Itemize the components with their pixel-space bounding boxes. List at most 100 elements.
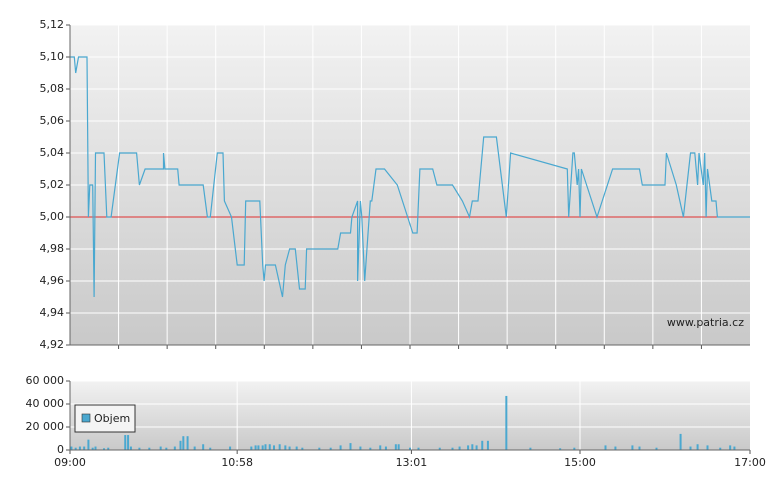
volume-bar (438, 447, 441, 450)
volume-bar (202, 444, 205, 450)
volume-bar (261, 445, 264, 450)
y-tick-label: 4,94 (40, 306, 65, 319)
volume-bar (250, 446, 253, 450)
volume-bar (127, 435, 130, 450)
volume-bar (417, 447, 420, 450)
volume-bar (268, 444, 271, 450)
volume-bar (505, 395, 508, 450)
volume-bar (129, 446, 132, 450)
volume-bar (573, 447, 576, 450)
volume-bar (631, 445, 634, 450)
x-tick-label: 09:00 (54, 456, 86, 469)
volume-bar (254, 445, 257, 450)
volume-bar (481, 440, 484, 450)
volume-bar (179, 440, 182, 450)
volume-bar (349, 443, 352, 450)
y-tick-label: 4,92 (40, 338, 65, 351)
volume-bar (284, 445, 287, 450)
volume-bar (78, 446, 81, 450)
volume-bar (209, 447, 212, 450)
volume-bar (159, 446, 162, 450)
y-tick-label: 5,00 (40, 210, 65, 223)
volume-bar (91, 447, 94, 450)
y-tick-label: 5,10 (40, 50, 65, 63)
volume-bar (107, 447, 110, 450)
x-tick-label: 15:00 (564, 456, 596, 469)
volume-bar (83, 446, 86, 450)
volume-bar (288, 446, 291, 450)
x-tick-label: 17:00 (734, 456, 766, 469)
y-tick-label: 20 000 (26, 420, 65, 433)
volume-bar (278, 444, 281, 450)
volume-bar (273, 445, 275, 450)
volume-bar (369, 447, 372, 450)
volume-bar (614, 446, 617, 450)
volume-bar (70, 446, 73, 450)
y-tick-label: 60 000 (26, 374, 65, 387)
volume-bar (475, 445, 478, 450)
y-tick-label: 5,02 (40, 178, 65, 191)
y-tick-label: 5,08 (40, 82, 65, 95)
y-tick-label: 0 (57, 443, 64, 456)
volume-bar (165, 447, 168, 450)
volume-bar (471, 444, 474, 450)
volume-bar (124, 435, 127, 450)
plot-background (70, 381, 750, 450)
volume-bar (329, 447, 332, 450)
volume-bar (451, 447, 454, 450)
volume-bar (733, 446, 736, 450)
volume-bar (529, 447, 532, 450)
volume-bar (264, 444, 267, 450)
y-tick-label: 5,04 (40, 146, 65, 159)
y-tick-label: 4,96 (40, 274, 65, 287)
volume-bar (173, 446, 176, 450)
x-tick-label: 13:01 (396, 456, 428, 469)
volume-bar (138, 447, 141, 450)
watermark: www.patria.cz (667, 316, 744, 329)
volume-bar (384, 446, 387, 450)
volume-bar (604, 445, 607, 450)
volume-bar (559, 448, 562, 450)
volume-bar (719, 447, 722, 450)
volume-bar (679, 433, 682, 450)
volume-bar (186, 436, 189, 450)
volume-bar (696, 444, 699, 450)
volume-bar (486, 440, 489, 450)
volume-bar (397, 444, 400, 450)
volume-bar (394, 444, 397, 450)
volume-bar (148, 447, 151, 450)
volume-bar (182, 436, 185, 450)
legend-swatch (81, 413, 91, 423)
volume-bar (689, 446, 692, 450)
volume-bar (74, 447, 77, 450)
volume-bar (359, 446, 362, 450)
volume-bar (655, 447, 658, 450)
y-tick-label: 40 000 (26, 397, 65, 410)
volume-bar (318, 447, 321, 450)
axis (69, 25, 750, 346)
y-tick-label: 4,98 (40, 242, 65, 255)
legend-label: Objem (94, 412, 130, 425)
x-tick-label: 10:58 (221, 456, 253, 469)
volume-bar (87, 439, 90, 450)
y-tick-label: 5,06 (40, 114, 65, 127)
volume-bar (706, 445, 709, 450)
volume-bar (729, 445, 732, 450)
volume-bar (193, 446, 196, 450)
volume-bar (301, 447, 304, 450)
volume-bar (339, 445, 342, 450)
volume-bar (295, 446, 298, 450)
price-line (70, 56, 750, 298)
volume-bar (467, 445, 470, 450)
volume-bar (379, 445, 382, 450)
volume-bar (229, 446, 232, 450)
volume-bar (458, 446, 461, 450)
volume-bar (257, 445, 260, 450)
axis (69, 381, 750, 451)
volume-bar (409, 447, 411, 450)
volume-bar (103, 448, 105, 450)
y-tick-label: 5,12 (40, 18, 65, 31)
volume-bar (94, 446, 97, 450)
